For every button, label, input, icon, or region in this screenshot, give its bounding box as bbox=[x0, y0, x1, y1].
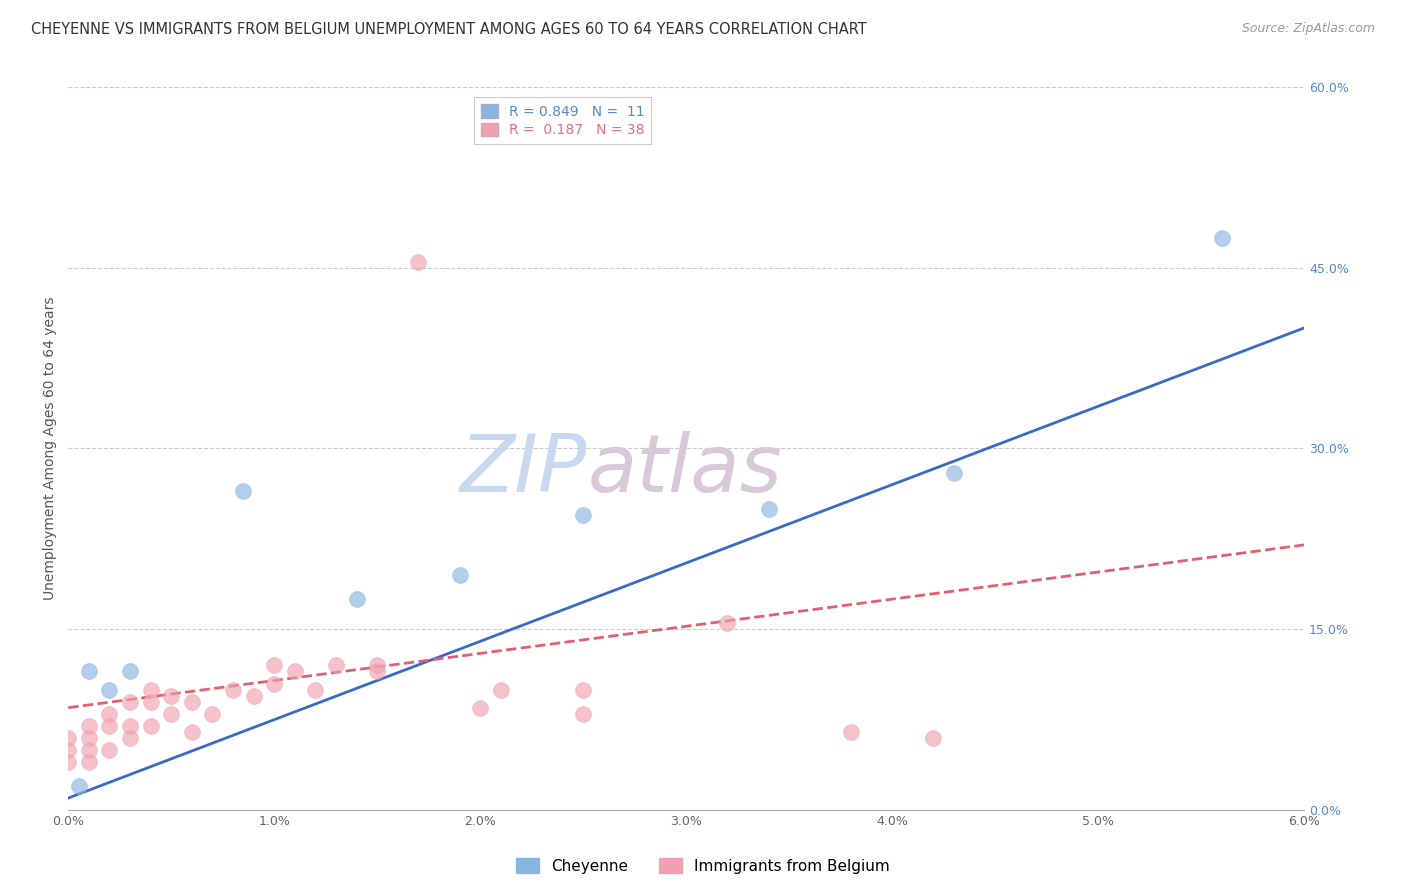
Point bbox=[77, 755, 100, 769]
Point bbox=[77, 743, 100, 757]
Point bbox=[77, 665, 100, 679]
Point bbox=[942, 466, 965, 480]
Point bbox=[139, 682, 162, 697]
Point bbox=[470, 700, 492, 714]
Text: Source: ZipAtlas.com: Source: ZipAtlas.com bbox=[1241, 22, 1375, 36]
Point bbox=[572, 508, 595, 522]
Point bbox=[408, 254, 430, 268]
Point bbox=[1211, 230, 1233, 244]
Text: atlas: atlas bbox=[588, 431, 782, 509]
Text: CHEYENNE VS IMMIGRANTS FROM BELGIUM UNEMPLOYMENT AMONG AGES 60 TO 64 YEARS CORRE: CHEYENNE VS IMMIGRANTS FROM BELGIUM UNEM… bbox=[31, 22, 866, 37]
Point bbox=[572, 682, 595, 697]
Point bbox=[325, 658, 347, 673]
Point bbox=[366, 665, 388, 679]
Point bbox=[284, 665, 307, 679]
Point bbox=[98, 706, 121, 721]
Point bbox=[58, 743, 80, 757]
Text: ZIP: ZIP bbox=[460, 431, 588, 509]
Point bbox=[160, 689, 183, 703]
Point bbox=[489, 682, 512, 697]
Legend: R = 0.849   N =  11, R =  0.187   N = 38: R = 0.849 N = 11, R = 0.187 N = 38 bbox=[474, 97, 651, 145]
Point bbox=[839, 724, 862, 739]
Point bbox=[346, 592, 368, 607]
Point bbox=[98, 682, 121, 697]
Point bbox=[67, 779, 90, 793]
Y-axis label: Unemployment Among Ages 60 to 64 years: Unemployment Among Ages 60 to 64 years bbox=[44, 297, 58, 600]
Point bbox=[449, 568, 471, 582]
Legend: Cheyenne, Immigrants from Belgium: Cheyenne, Immigrants from Belgium bbox=[510, 852, 896, 880]
Point bbox=[118, 731, 141, 745]
Point bbox=[232, 483, 254, 498]
Point bbox=[139, 719, 162, 733]
Point bbox=[77, 719, 100, 733]
Point bbox=[118, 695, 141, 709]
Point bbox=[58, 755, 80, 769]
Point bbox=[118, 719, 141, 733]
Point bbox=[263, 658, 285, 673]
Point bbox=[201, 706, 224, 721]
Point bbox=[77, 731, 100, 745]
Point bbox=[180, 695, 202, 709]
Point bbox=[758, 501, 780, 516]
Point bbox=[263, 676, 285, 690]
Point bbox=[304, 682, 326, 697]
Point bbox=[366, 658, 388, 673]
Point bbox=[58, 731, 80, 745]
Point bbox=[98, 719, 121, 733]
Point bbox=[139, 695, 162, 709]
Point bbox=[922, 731, 945, 745]
Point bbox=[716, 616, 738, 631]
Point bbox=[160, 706, 183, 721]
Point bbox=[242, 689, 264, 703]
Point bbox=[222, 682, 245, 697]
Point bbox=[118, 665, 141, 679]
Point bbox=[180, 724, 202, 739]
Point bbox=[572, 706, 595, 721]
Point bbox=[98, 743, 121, 757]
